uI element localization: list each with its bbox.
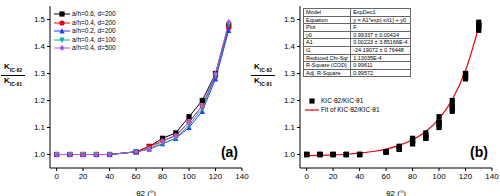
svg-text:1.1: 1.1: [284, 123, 296, 132]
svg-text:120: 120: [459, 172, 473, 181]
html-text:y = A1*exp(-x/t1) + y0: y = A1*exp(-x/t1) + y0: [353, 16, 407, 23]
svg-text:100: 100: [432, 172, 446, 181]
html-text:-24.19072 ± 0.76448: -24.19072 ± 0.76448: [353, 47, 404, 53]
html-text:A1: A1: [306, 39, 313, 46]
svg-text:1.5: 1.5: [34, 15, 46, 24]
html-text:a/h=0.4, d=500: a/h=0.4, d=500: [72, 44, 116, 51]
html-text:a/h=0.4, d=200: a/h=0.4, d=200: [72, 18, 116, 26]
svg-text:40: 40: [355, 172, 364, 181]
svg-text:40: 40: [105, 172, 114, 181]
html-text:y0: y0: [306, 31, 312, 38]
html-text:1.13035E-4: 1.13035E-4: [353, 54, 382, 61]
svg-text:20: 20: [329, 172, 338, 181]
svg-text:80: 80: [408, 172, 417, 181]
html-text:KIC·θ2: KIC·θ2: [4, 62, 22, 73]
html-text:KIC·θ2/KIC·θ1: KIC·θ2/KIC·θ1: [321, 97, 364, 104]
svg-text:1.4: 1.4: [34, 42, 46, 51]
html-text:Plot: Plot: [306, 24, 316, 31]
svg-text:1.3: 1.3: [284, 69, 296, 78]
html-text:a/h=0.6, d=200: a/h=0.6, d=200: [72, 10, 116, 17]
html-text:(b): (b): [470, 144, 488, 160]
html-text:KIC·θ1: KIC·θ1: [254, 75, 272, 87]
svg-text:1.3: 1.3: [34, 69, 46, 78]
svg-text:1.1: 1.1: [34, 123, 46, 132]
html-text:KIC·θ1: KIC·θ1: [4, 75, 22, 87]
html-text:t1: t1: [306, 47, 311, 53]
html-text:Equation: Equation: [306, 16, 328, 23]
svg-text:1.0: 1.0: [34, 150, 46, 159]
html-text:0.99337 ± 0.00424: 0.99337 ± 0.00424: [353, 31, 399, 38]
html-text:0.99572: 0.99572: [353, 69, 374, 76]
svg-text:θ2 (°): θ2 (°): [386, 189, 406, 196]
html-text:0.00223 ± 3.85166E-4: 0.00223 ± 3.85166E-4: [353, 39, 408, 46]
svg-text:120: 120: [209, 172, 223, 181]
html-text:0.99611: 0.99611: [353, 62, 373, 69]
svg-text:0: 0: [54, 172, 59, 181]
svg-text:1.2: 1.2: [284, 96, 296, 105]
html-text:Adj. R-Square: Adj. R-Square: [306, 69, 341, 76]
svg-text:80: 80: [158, 172, 167, 181]
html-text:ExpDec1: ExpDec1: [353, 9, 376, 15]
svg-text:20: 20: [79, 172, 88, 181]
svg-text:1.5: 1.5: [284, 15, 296, 24]
html-text:(a): (a): [220, 144, 238, 160]
svg-text:140: 140: [485, 172, 492, 181]
html-text:F: F: [353, 24, 357, 31]
html-text:Model: Model: [306, 9, 321, 15]
html-text:a/h=0.2, d=200: a/h=0.2, d=200: [72, 27, 116, 34]
svg-text:100: 100: [182, 172, 196, 181]
svg-text:140: 140: [235, 172, 249, 181]
html-text:R-Square (COD): R-Square (COD): [306, 62, 347, 69]
svg-text:1.4: 1.4: [284, 42, 296, 51]
html-text:a/h=0.4, d=100: a/h=0.4, d=100: [72, 35, 116, 43]
svg-text:θ2 (°): θ2 (°): [136, 189, 156, 196]
svg-text:60: 60: [382, 172, 391, 181]
svg-text:1.0: 1.0: [284, 150, 296, 159]
html-text:KIC·θ2: KIC·θ2: [254, 62, 272, 73]
svg-text:60: 60: [132, 172, 141, 181]
html-text:Fit of KIC·θ2/KIC·θ1: Fit of KIC·θ2/KIC·θ1: [321, 106, 380, 113]
html-text:Reduced Chi-Sqr: Reduced Chi-Sqr: [306, 54, 349, 61]
svg-text:0: 0: [304, 172, 309, 181]
svg-text:1.2: 1.2: [34, 96, 46, 105]
